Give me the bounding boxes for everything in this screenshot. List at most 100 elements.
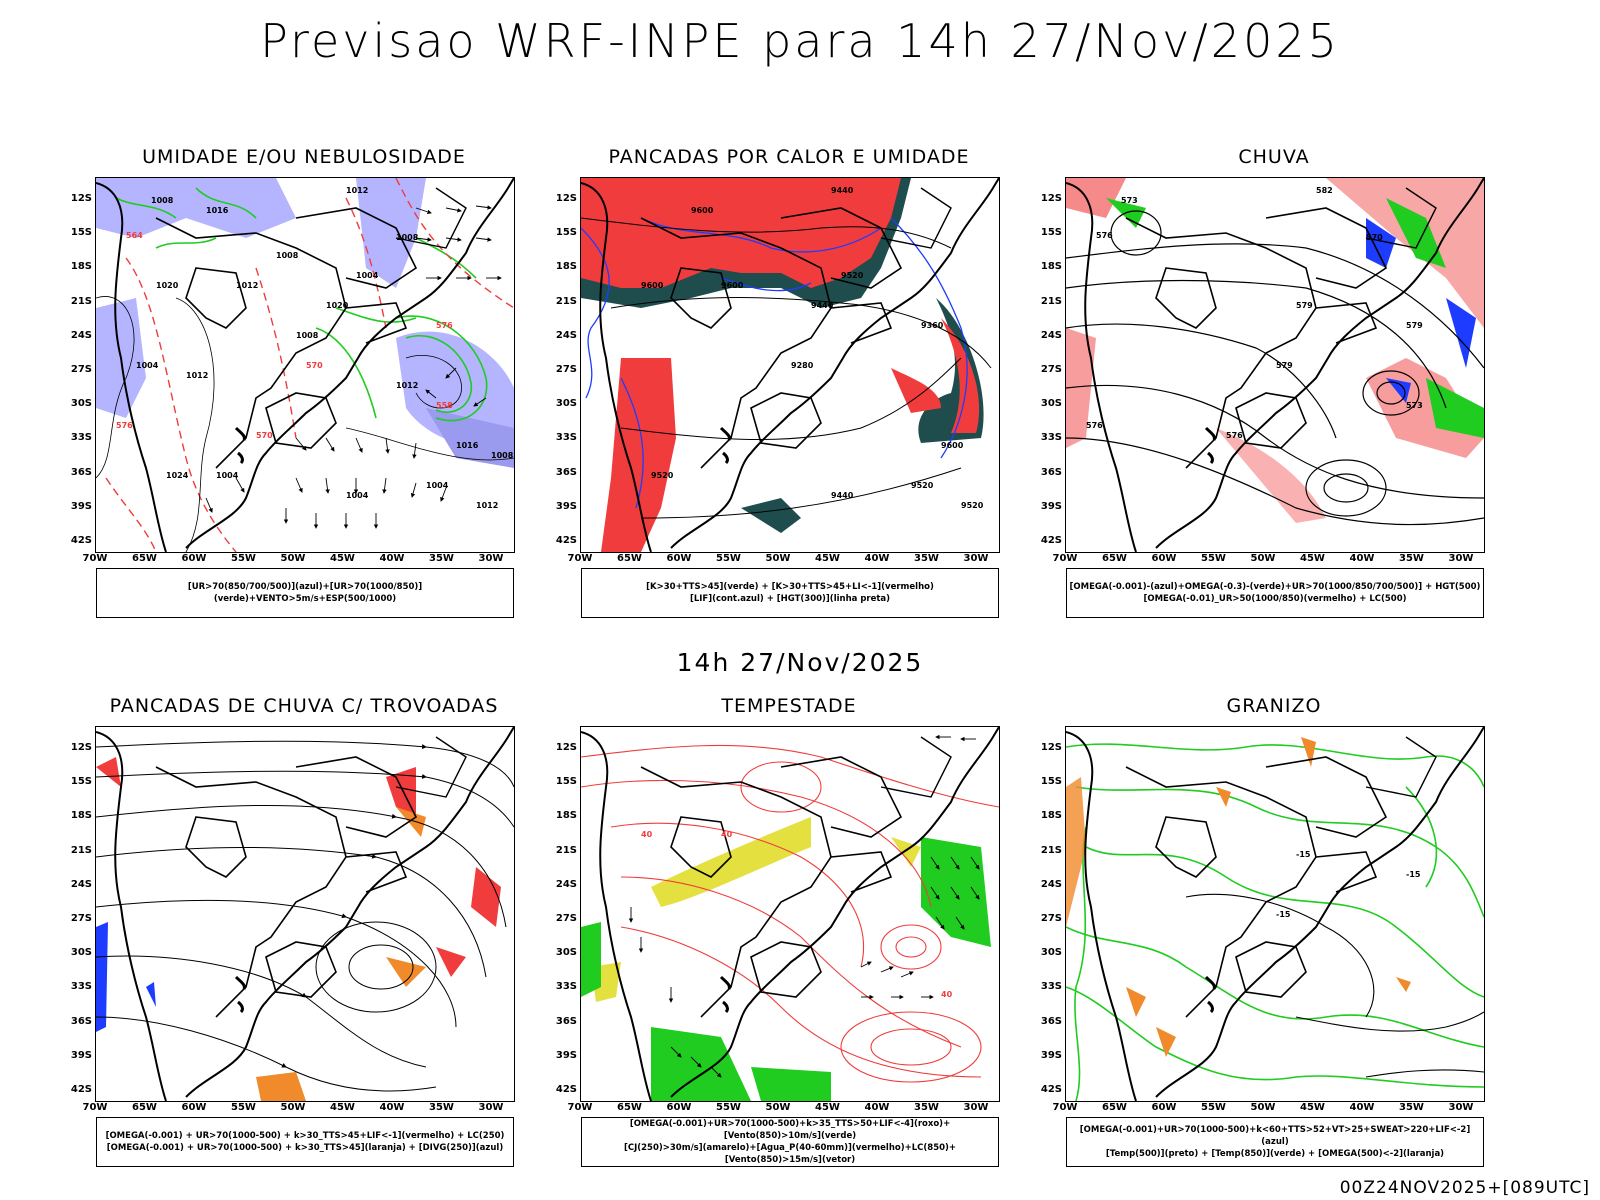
contour-label: 1020	[156, 281, 179, 290]
panel-title: UMIDADE E/OU NEBULOSIDADE	[142, 146, 466, 168]
contour-label: 570	[1366, 233, 1383, 242]
contour-label: 9440	[831, 491, 854, 500]
lon-tick-label: 70W	[567, 553, 593, 564]
contour-label: -15	[1296, 850, 1311, 859]
lat-tick-label: 42S	[1040, 535, 1062, 546]
lon-tick-label: 65W	[1102, 1102, 1127, 1113]
lon-tick-label: 70W	[1052, 1102, 1078, 1113]
legend-line: [OMEGA(-0.001)+UR>70(1000-500)+k>35_TTS>…	[629, 1119, 951, 1141]
lon-tick-label: 40W	[864, 553, 890, 564]
lat-tick-label: 42S	[555, 535, 577, 546]
lon-tick-label: 45W	[330, 1102, 355, 1113]
panel-legend: [UR>70(850/700/500)](azul)+[UR>70(1000/8…	[96, 568, 514, 618]
mid-date: 14h 27/Nov/2025	[676, 648, 924, 677]
lat-tick-label: 36S	[1040, 1015, 1062, 1027]
map-tempestade: 40 40 40	[580, 726, 1000, 1102]
contour-label: 1008	[276, 251, 299, 260]
lat-tick-label: 33S	[1040, 981, 1062, 993]
contour-label: 579	[1296, 301, 1313, 310]
lat-tick-label: 12S	[555, 742, 577, 753]
lon-tick-label: 70W	[82, 553, 108, 564]
contour-label: 1004	[426, 481, 449, 490]
lon-tick-label: 65W	[132, 1102, 157, 1113]
legend-line: [OMEGA(-0.001)-(azul)+OMEGA(-0.3)-(verde…	[1069, 582, 1481, 592]
lat-tick-label: 24S	[1040, 329, 1062, 341]
contour-label: 9360	[921, 321, 944, 330]
lat-tick-label: 39S	[1040, 1049, 1062, 1061]
lat-tick-label: 42S	[555, 1084, 577, 1095]
lon-tick-label: 40W	[864, 1102, 890, 1113]
legend-line: [OMEGA(-0.01)_UR>50(1000/850)(vermelho) …	[1143, 594, 1407, 604]
lat-tick-label: 27S	[70, 913, 92, 924]
lat-tick-label: 18S	[555, 810, 577, 822]
lon-tick-label: 35W	[429, 553, 454, 564]
contour-label: 9520	[841, 271, 864, 280]
lat-tick-label: 18S	[70, 261, 92, 273]
panel-legend: [OMEGA(-0.001)-(azul)+OMEGA(-0.3)-(verde…	[1066, 568, 1484, 618]
contour-label: 9600	[691, 206, 714, 215]
lon-tick-label: 50W	[765, 1102, 791, 1113]
lon-tick-label: 50W	[1250, 1102, 1276, 1113]
contour-label: 1024	[166, 471, 189, 480]
lon-tick-label: 45W	[1300, 553, 1325, 564]
lon-tick-label: 60W	[1151, 553, 1177, 564]
lat-tick-label: 12S	[555, 193, 577, 204]
contour-label: 9280	[791, 361, 814, 370]
contour-label: 9520	[651, 471, 674, 480]
contour-label: 1008	[491, 451, 514, 460]
lat-tick-label: 36S	[1040, 466, 1062, 478]
lon-tick-label: 30W	[478, 1102, 504, 1113]
contour-label: 1008	[296, 331, 319, 340]
lat-tick-label: 21S	[1040, 295, 1062, 307]
lat-tick-label: 33S	[1040, 432, 1062, 444]
panel-legend: [OMEGA(-0.001)+UR>70(1000-500)+k<60+TTS>…	[1066, 1117, 1484, 1167]
main-title: Previsao WRF-INPE para 14h 27/Nov/2025	[260, 14, 1340, 68]
panel-trovoadas: PANCADAS DE CHUVA C/ TROVOADAS [OMEGA(-0…	[60, 695, 560, 1195]
contour-label: 1004	[216, 471, 239, 480]
lon-tick-label: 30W	[963, 1102, 989, 1113]
panel-title: PANCADAS POR CALOR E UMIDADE	[608, 146, 970, 168]
contour-label: 1016	[206, 206, 229, 215]
lon-tick-label: 65W	[1102, 553, 1127, 564]
lon-tick-label: 60W	[181, 553, 207, 564]
lat-tick-label: 21S	[70, 295, 92, 307]
lon-tick-label: 70W	[567, 1102, 593, 1113]
map-trovoadas	[95, 726, 515, 1102]
lon-tick-label: 35W	[914, 1102, 939, 1113]
panel-tempestade: TEMPESTADE	[545, 695, 1045, 1195]
panel-granizo: GRANIZO -15 -15-	[1030, 695, 1530, 1195]
panel-umidade: UMIDADE E/OU NEBULOSIDADE	[60, 146, 560, 646]
map-chuva: 582 579 579 579 576 576 576 573 573 570	[1065, 177, 1485, 553]
lon-tick-label: 55W	[716, 1102, 741, 1113]
lon-tick-label: 30W	[1448, 1102, 1474, 1113]
lon-tick-label: 60W	[181, 1102, 207, 1113]
contour-label: 1012	[476, 501, 498, 510]
lat-tick-label: 39S	[70, 500, 92, 512]
run-timestamp: 00Z24NOV2025+[089UTC]	[1339, 1178, 1590, 1198]
lon-tick-label: 60W	[666, 553, 692, 564]
lat-tick-label: 21S	[555, 844, 577, 856]
lon-tick-label: 55W	[1201, 553, 1226, 564]
lat-tick-label: 30S	[555, 398, 577, 410]
lat-tick-label: 12S	[70, 193, 92, 204]
lat-tick-label: 21S	[555, 295, 577, 307]
lat-tick-label: 24S	[555, 329, 577, 341]
lat-tick-label: 30S	[555, 947, 577, 959]
contour-label: 9440	[831, 186, 854, 195]
lon-tick-label: 35W	[1399, 553, 1424, 564]
lat-tick-label: 36S	[70, 466, 92, 478]
panel-legend: [K>30+TTS>45](verde) + [K>30+TTS>45+LI<-…	[581, 568, 999, 618]
contour-label: 558	[436, 401, 453, 410]
lon-tick-label: 45W	[330, 553, 355, 564]
lon-tick-label: 65W	[617, 553, 642, 564]
lat-tick-label: 39S	[70, 1049, 92, 1061]
panel-legend: [OMEGA(-0.001)+UR>70(1000-500)+k>35_TTS>…	[581, 1117, 999, 1167]
lat-tick-label: 27S	[555, 913, 577, 924]
lat-tick-label: 15S	[555, 776, 577, 788]
contour-label: 582	[1316, 186, 1333, 195]
lat-tick-label: 39S	[555, 500, 577, 512]
lon-tick-label: 50W	[280, 553, 306, 564]
legend-line: [OMEGA(-0.001) + UR>70(1000-500) + k>30_…	[105, 1131, 505, 1141]
contour-label: 40	[641, 830, 653, 839]
lon-tick-label: 30W	[478, 553, 504, 564]
